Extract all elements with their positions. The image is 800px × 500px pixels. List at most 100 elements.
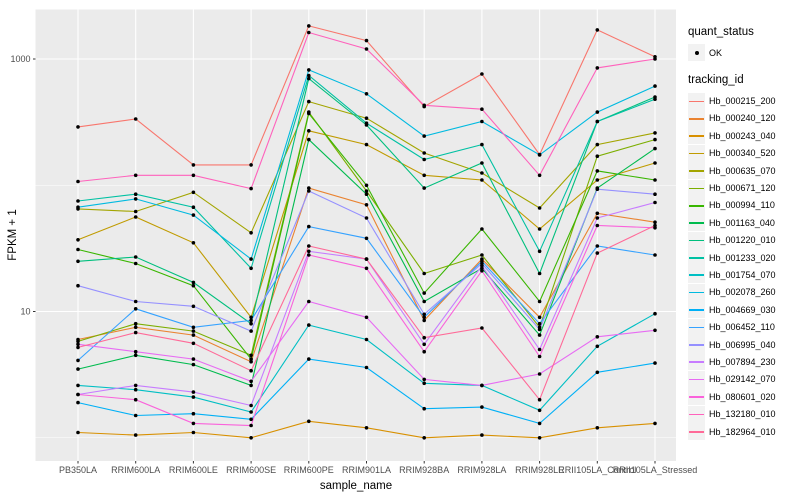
data-point xyxy=(595,178,600,182)
data-point xyxy=(133,383,138,388)
data-point xyxy=(249,403,253,408)
x-tick-label: RRIM600SE xyxy=(226,465,276,475)
data-point xyxy=(76,430,80,435)
series-color-swatch xyxy=(689,309,704,311)
series-color-swatch xyxy=(689,291,704,294)
data-point xyxy=(191,283,196,288)
legend-item-Hb_029142_070: Hb_029142_070 xyxy=(688,370,798,388)
data-point xyxy=(422,377,427,382)
legend-item-Hb_007894_230: Hb_007894_230 xyxy=(688,353,798,371)
data-point xyxy=(422,299,427,304)
legend-key-line xyxy=(688,301,705,319)
data-point xyxy=(307,299,311,304)
data-point xyxy=(364,183,369,188)
data-point xyxy=(191,241,196,245)
legend-item-label: Hb_001220_010 xyxy=(709,235,776,246)
data-point xyxy=(76,400,80,405)
data-point xyxy=(191,362,196,367)
data-point xyxy=(480,266,484,271)
x-tick-label: RRIM928LE xyxy=(515,465,564,475)
data-point xyxy=(364,365,369,370)
data-point xyxy=(537,421,542,426)
legend-item-Hb_001233_020: Hb_001233_020 xyxy=(688,249,798,267)
legend-item-label: Hb_000240_120 xyxy=(709,113,776,124)
data-point xyxy=(191,205,196,209)
data-point xyxy=(307,253,311,257)
data-point xyxy=(133,255,138,259)
data-point xyxy=(595,142,600,147)
data-point xyxy=(364,337,369,342)
data-point xyxy=(76,247,80,252)
data-point xyxy=(537,354,542,359)
legend-key-line xyxy=(688,266,705,284)
x-tick-label: PB350LA xyxy=(59,465,97,475)
legend-item-Hb_000240_120: Hb_000240_120 xyxy=(688,109,798,127)
data-point xyxy=(595,370,600,375)
series-color-swatch xyxy=(689,326,704,329)
data-point xyxy=(422,271,427,276)
series-color-swatch xyxy=(689,135,704,137)
legend-key-line xyxy=(688,388,705,406)
legend-key-line xyxy=(688,423,705,440)
data-point xyxy=(595,169,600,173)
data-point xyxy=(595,211,600,216)
data-point xyxy=(307,137,311,142)
data-point xyxy=(76,392,80,397)
data-point xyxy=(480,142,484,147)
data-point xyxy=(76,367,80,371)
legend-item-Hb_080601_020: Hb_080601_020 xyxy=(688,388,798,406)
legend-item-Hb_000994_110: Hb_000994_110 xyxy=(688,196,798,214)
data-point xyxy=(191,173,196,178)
legend-key-line xyxy=(688,214,705,232)
y-tick-label: 1000 xyxy=(10,54,30,64)
data-point xyxy=(133,117,138,121)
legend-item-Hb_004669_030: Hb_004669_030 xyxy=(688,301,798,319)
data-point xyxy=(653,192,657,196)
data-point xyxy=(537,249,542,254)
data-point xyxy=(133,321,138,326)
data-point xyxy=(537,436,542,440)
data-point xyxy=(133,325,138,330)
data-point xyxy=(191,163,196,167)
legend-item-Hb_000243_040: Hb_000243_040 xyxy=(688,127,798,145)
data-point xyxy=(422,134,427,138)
data-point xyxy=(133,173,138,178)
data-point xyxy=(133,307,138,311)
legend-key-line xyxy=(688,231,705,249)
data-point xyxy=(653,253,657,257)
data-point xyxy=(480,326,484,330)
data-point xyxy=(76,383,80,388)
data-point xyxy=(653,220,657,224)
legend-item-Hb_006995_040: Hb_006995_040 xyxy=(688,336,798,354)
data-point xyxy=(76,283,80,288)
legend-item-label: Hb_029142_070 xyxy=(709,374,776,385)
legend-item-Hb_002078_260: Hb_002078_260 xyxy=(688,283,798,301)
data-point xyxy=(422,157,427,162)
data-point xyxy=(76,342,80,347)
data-point xyxy=(653,137,657,142)
data-point xyxy=(537,227,542,231)
x-tick-label: RRII105LA_Control xyxy=(558,465,636,475)
data-point xyxy=(537,372,542,376)
data-point xyxy=(364,236,369,241)
data-point xyxy=(537,153,542,157)
data-point xyxy=(133,387,138,392)
data-point xyxy=(537,299,542,304)
legend-item-Hb_006452_110: Hb_006452_110 xyxy=(688,318,798,336)
legend-item-Hb_000215_200: Hb_000215_200 xyxy=(688,92,798,110)
data-point xyxy=(133,397,138,402)
data-point xyxy=(76,358,80,363)
data-point xyxy=(76,199,80,203)
x-tick-label: RRII105LA_Stressed xyxy=(613,465,698,475)
legend-key-line xyxy=(688,179,705,197)
data-point xyxy=(422,103,427,108)
data-point xyxy=(595,251,600,255)
series-color-swatch xyxy=(689,361,704,364)
ok-point-icon xyxy=(694,50,699,55)
data-point xyxy=(364,47,369,51)
data-point xyxy=(422,318,427,323)
legend-key-line xyxy=(688,283,705,301)
legend-item-Hb_182964_010: Hb_182964_010 xyxy=(688,423,798,440)
data-point xyxy=(76,238,80,242)
data-point xyxy=(480,253,484,257)
